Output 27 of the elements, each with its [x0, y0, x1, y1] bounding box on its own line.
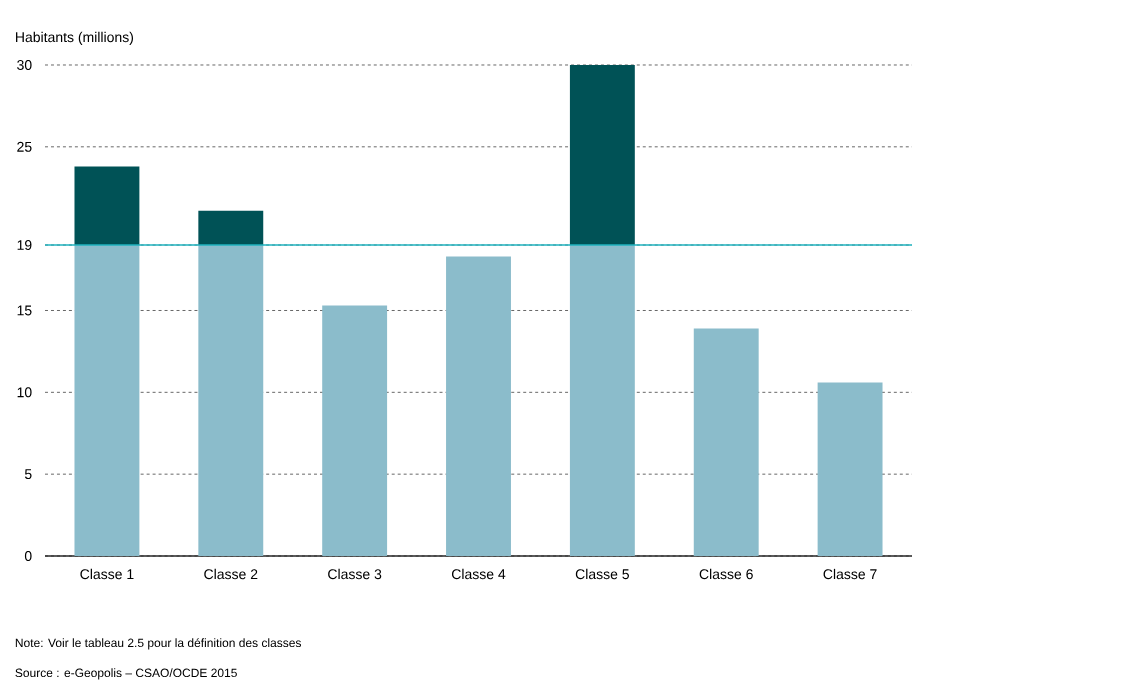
- bar: [693, 328, 759, 556]
- text: Note: Voir le tableau 2.5 pour la définition des classes: [15, 638, 301, 650]
- y-tick-label: 19: [17, 240, 32, 250]
- bar: [569, 64, 635, 246]
- x-tick-label: Classe 7: [823, 568, 877, 580]
- bar: [198, 245, 264, 556]
- bar: [198, 210, 264, 246]
- y-tick-label: 15: [17, 305, 32, 316]
- bar: [322, 305, 388, 556]
- y-tick-label: 5: [24, 469, 32, 480]
- y-tick-label: 0: [24, 551, 32, 561]
- bar: [446, 256, 511, 556]
- x-tick-label: Classe 4: [451, 568, 506, 580]
- y-axis-title: Habitants (millions): [16, 31, 134, 45]
- x-tick-label: Classe 5: [575, 568, 629, 580]
- x-tick-label: Classe 3: [328, 568, 382, 580]
- bar: [74, 166, 140, 246]
- x-tick-label: Classe 6: [699, 568, 753, 580]
- bar: [569, 245, 635, 556]
- y-tick-label: 10: [17, 387, 32, 398]
- y-tick-label: 30: [17, 60, 32, 70]
- y-tick-label: 25: [17, 141, 32, 152]
- bar: [817, 382, 883, 556]
- x-tick-label: Classe 2: [204, 568, 258, 580]
- x-tick-label: Classe 1: [80, 568, 134, 580]
- bar: [74, 245, 140, 556]
- source-note: Source : e-Geopolis – CSAO/OCDE 2015: [15, 668, 237, 680]
